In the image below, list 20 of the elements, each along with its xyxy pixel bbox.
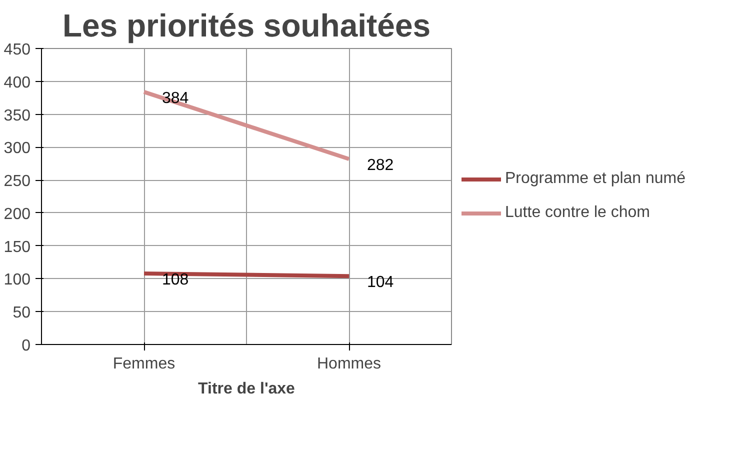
data-label: 108 [162,271,189,288]
x-tick-label: Femmes [112,356,176,372]
y-tick-label: 100 [4,272,31,289]
x-tick-label: Hommes [316,356,382,372]
y-tick-label: 300 [4,140,31,158]
y-tick-label: 400 [4,74,31,92]
data-label: 104 [367,274,394,292]
y-tick-label: 250 [4,173,31,190]
y-tick-label: 0 [22,338,31,354]
legend-label: Programme et plan numé [505,170,686,188]
y-tick-label: 50 [12,304,31,322]
y-tick-label: 450 [4,42,31,58]
y-tick-label: 200 [4,206,31,223]
y-tick-label: 350 [4,107,31,124]
x-axis-title: Titre de l'axe [198,380,296,398]
data-label: 282 [367,157,394,174]
data-label: 384 [162,90,189,107]
legend-label: Lutte contre le chom [505,204,651,222]
chart-title: Les priorités souhaitées [62,8,431,44]
y-tick-label: 150 [4,238,31,256]
